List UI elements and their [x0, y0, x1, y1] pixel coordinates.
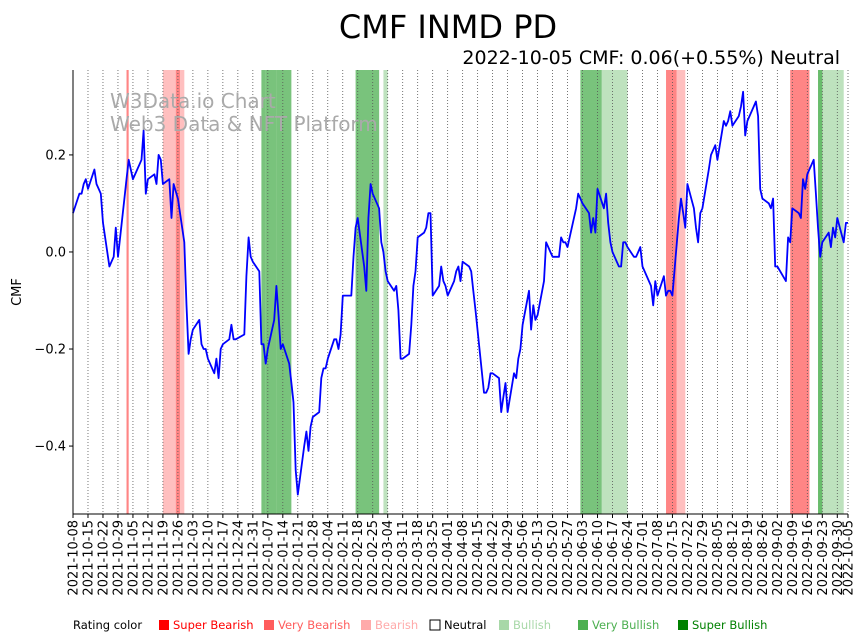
rating-band-3: [180, 70, 185, 514]
x-tick-label-19: 2022-02-18: [351, 520, 366, 596]
legend-swatch-neutral: [429, 619, 441, 631]
x-tick-label-13: 2022-01-07: [261, 520, 276, 596]
x-tick-label-27: 2022-04-15: [471, 520, 486, 596]
x-tick-label-50: 2022-09-23: [816, 520, 831, 596]
x-tick-label-36: 2022-06-17: [606, 520, 621, 596]
rating-band-1: [162, 70, 176, 514]
x-tick-label-6: 2021-11-19: [156, 520, 171, 596]
x-tick-label-35: 2022-06-10: [591, 520, 606, 596]
x-tick-label-39: 2022-07-08: [651, 520, 666, 596]
x-gridlines: [72, 70, 849, 514]
x-tick-label-15: 2022-01-21: [291, 520, 306, 596]
x-tick-label-4: 2021-11-05: [126, 520, 141, 596]
rating-band-5: [265, 70, 277, 514]
legend-swatch-very-bearish: [264, 620, 274, 630]
legend-swatch-super-bearish: [159, 620, 169, 630]
y-tick-label-2: 0.0: [45, 245, 66, 260]
legend-label-very-bearish: Very Bearish: [278, 618, 350, 632]
x-tick-label-0: 2021-10-08: [67, 520, 82, 596]
rating-band-13: [790, 70, 810, 514]
x-tick-label-12: 2021-12-31: [246, 520, 261, 596]
x-tick-label-10: 2021-12-17: [216, 520, 231, 596]
x-tick-label-51: 2022-09-30: [831, 520, 846, 596]
watermark-line-1: W3Data.io Chart: [110, 89, 276, 113]
rating-band-0: [126, 70, 129, 514]
legend-swatch-super-bullish: [678, 620, 688, 630]
rating-band-4: [261, 70, 266, 514]
x-tick-label-17: 2022-02-04: [321, 520, 336, 596]
y-tick-label-1: −0.2: [34, 343, 66, 358]
chart-title: CMF INMD PD: [339, 8, 557, 46]
rating-bands: [126, 70, 844, 514]
x-tick-label-34: 2022-06-03: [576, 520, 591, 596]
legend-label-super-bearish: Super Bearish: [173, 618, 254, 632]
legend-label-neutral: Neutral: [444, 618, 486, 632]
x-tick-label-46: 2022-08-26: [756, 520, 771, 596]
x-tick-label-1: 2021-10-15: [81, 520, 96, 596]
x-tick-label-49: 2022-09-16: [801, 520, 816, 596]
legend-swatch-bullish: [499, 620, 509, 630]
rating-band-10: [601, 70, 628, 514]
chart-subtitle: 2022-10-05 CMF: 0.06(+0.55%) Neutral: [462, 47, 840, 69]
x-tick-label-16: 2022-01-28: [306, 520, 321, 596]
x-tick-label-40: 2022-07-15: [666, 520, 681, 596]
legend-swatch-very-bullish: [578, 620, 588, 630]
x-tick-label-3: 2021-10-29: [111, 520, 126, 596]
y-axis-label: CMF: [10, 278, 25, 306]
x-tick-label-22: 2022-03-11: [396, 520, 411, 596]
x-tick-label-5: 2021-11-12: [141, 520, 156, 596]
x-tick-label-32: 2022-05-20: [546, 520, 561, 596]
rating-band-7: [355, 70, 380, 514]
x-tick-label-37: 2022-06-24: [621, 520, 636, 596]
x-tick-label-20: 2022-02-25: [366, 520, 381, 596]
legend-swatch-bearish: [361, 620, 371, 630]
y-ticks: −0.4 −0.2 0.0 0.2: [34, 148, 73, 455]
x-tick-label-42: 2022-07-29: [696, 520, 711, 596]
legend-label-bullish: Bullish: [513, 618, 551, 632]
rating-legend: Rating color Super Bearish Very Bearish Be…: [73, 618, 767, 632]
x-tick-label-23: 2022-03-18: [411, 520, 426, 596]
y-tick-label-3: 0.2: [45, 148, 66, 163]
rating-band-6: [276, 70, 292, 514]
x-tick-label-45: 2022-08-19: [741, 520, 756, 596]
rating-band-15: [818, 70, 823, 514]
legend-label-bearish: Bearish: [375, 618, 418, 632]
watermark: W3Data.io Chart Web3 Data & NFT Platform: [110, 89, 378, 136]
x-tick-label-18: 2022-02-11: [336, 520, 351, 596]
rating-band-8: [383, 70, 388, 514]
x-tick-label-25: 2022-04-01: [441, 520, 456, 596]
y-tick-label-0: −0.4: [34, 440, 66, 455]
x-tick-label-30: 2022-05-06: [516, 520, 531, 596]
x-tick-label-41: 2022-07-22: [681, 520, 696, 596]
x-tick-label-2: 2021-10-22: [96, 520, 111, 596]
legend-label-super-bullish: Super Bullish: [692, 618, 767, 632]
x-tick-label-44: 2022-08-12: [726, 520, 741, 596]
x-tick-label-8: 2021-12-03: [186, 520, 201, 596]
x-tick-label-33: 2022-05-27: [561, 520, 576, 596]
x-tick-label-26: 2022-04-08: [456, 520, 471, 596]
x-tick-label-7: 2021-11-26: [171, 520, 186, 596]
x-tick-label-21: 2022-03-04: [381, 520, 396, 596]
x-tick-label-31: 2022-05-13: [531, 520, 546, 596]
watermark-line-2: Web3 Data & NFT Platform: [110, 112, 378, 136]
x-tick-label-29: 2022-04-29: [501, 520, 516, 596]
x-tick-label-52: 2022-10-05: [842, 520, 857, 596]
rating-band-9: [580, 70, 602, 514]
x-tick-label-43: 2022-08-05: [711, 520, 726, 596]
x-tick-label-14: 2022-01-14: [276, 520, 291, 596]
cmf-series-line: [72, 90, 848, 496]
x-tick-label-48: 2022-09-09: [786, 520, 801, 596]
x-ticks: 2021-10-08 2021-10-15 2021-10-22 2021-10-29…: [67, 514, 857, 596]
legend-title: Rating color: [73, 618, 142, 632]
x-tick-label-24: 2022-03-25: [426, 520, 441, 596]
x-tick-label-11: 2021-12-24: [231, 520, 246, 596]
rating-band-12: [676, 70, 686, 514]
x-tick-label-38: 2022-07-01: [636, 520, 651, 596]
x-tick-label-28: 2022-04-22: [486, 520, 501, 596]
x-tick-label-47: 2022-09-02: [771, 520, 786, 596]
legend-label-very-bullish: Very Bullish: [592, 618, 659, 632]
x-tick-label-9: 2021-12-10: [201, 520, 216, 596]
